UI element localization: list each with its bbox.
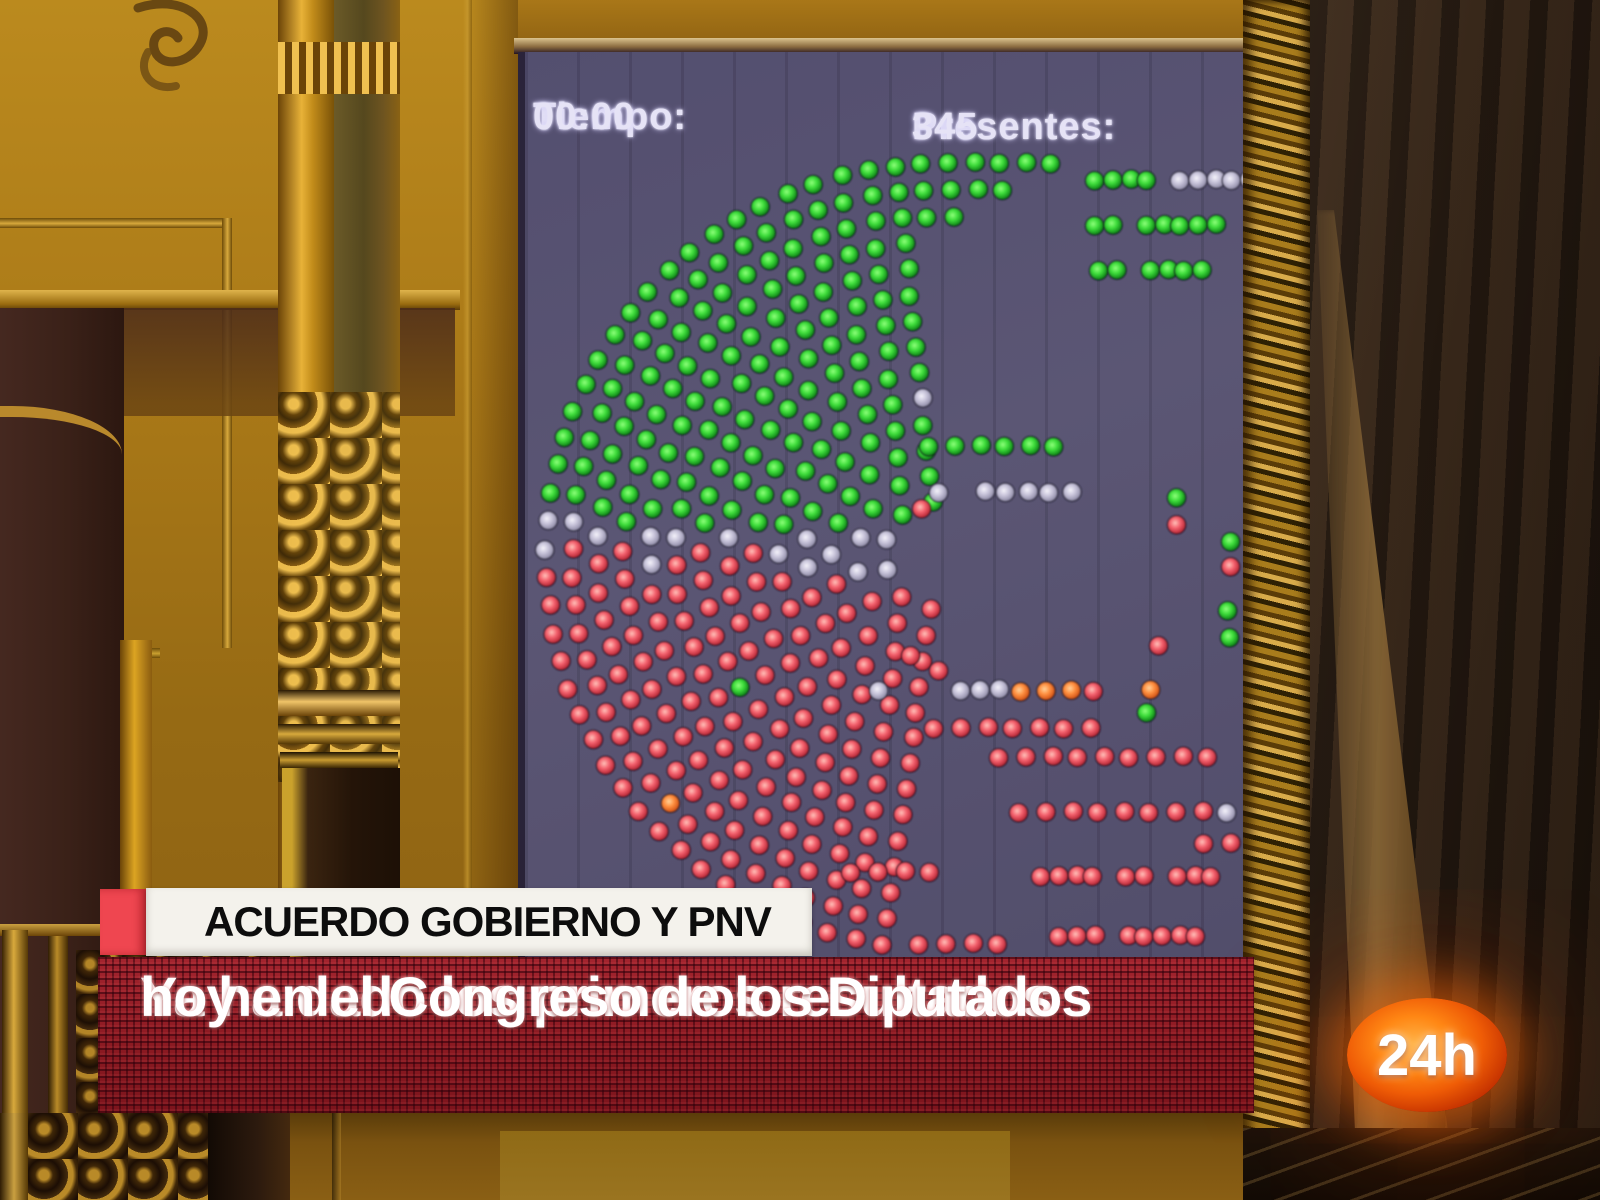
headline-line-2: hoy en el Congreso de los Diputados bbox=[140, 965, 1092, 1028]
gold-braid-trim bbox=[1243, 0, 1313, 1200]
tiempo-label: Tiempo: bbox=[533, 96, 688, 138]
vote-display-board bbox=[518, 52, 1243, 1010]
shadow-band bbox=[208, 1113, 290, 1200]
scene-below-banner bbox=[0, 1113, 1243, 1200]
column-ring bbox=[278, 690, 400, 716]
wall-molding-lower bbox=[332, 1113, 341, 1200]
wall-molding-vertical-right bbox=[463, 0, 472, 1200]
board-frame-top bbox=[514, 38, 1243, 54]
tiempo-value: 00:00 bbox=[533, 96, 636, 138]
kicker-text: ACUERDO GOBIERNO Y PNV bbox=[204, 898, 772, 945]
kicker-bar: ACUERDO GOBIERNO Y PNV bbox=[146, 888, 812, 956]
railing-post bbox=[0, 1113, 28, 1200]
kicker-accent-square bbox=[100, 889, 146, 955]
wall-scroll-ornament-icon bbox=[133, 0, 208, 92]
headline-line-1: Ya ha dado los primeros resultados bbox=[140, 965, 1053, 1028]
gold-wall-panel bbox=[500, 1131, 1010, 1200]
channel-logo-24h: 24h bbox=[1347, 998, 1507, 1112]
headline-banner: Ya ha dado los primeros resultados hoy e… bbox=[98, 957, 1254, 1113]
wall-molding-vertical bbox=[222, 218, 232, 648]
wood-ledge bbox=[1243, 1128, 1600, 1200]
presentes-value: 345 bbox=[912, 106, 979, 148]
door-arch-trim bbox=[0, 406, 122, 460]
railing-scrollwork-lower bbox=[28, 1113, 208, 1200]
column-capital bbox=[278, 42, 400, 94]
presentes-label: Presentes: bbox=[912, 106, 1117, 148]
column-ring bbox=[280, 752, 398, 768]
channel-logo-text: 24h bbox=[1377, 1022, 1477, 1088]
column-ring bbox=[278, 724, 400, 744]
column-carving bbox=[278, 392, 400, 782]
wall-molding-horizontal bbox=[0, 218, 232, 228]
